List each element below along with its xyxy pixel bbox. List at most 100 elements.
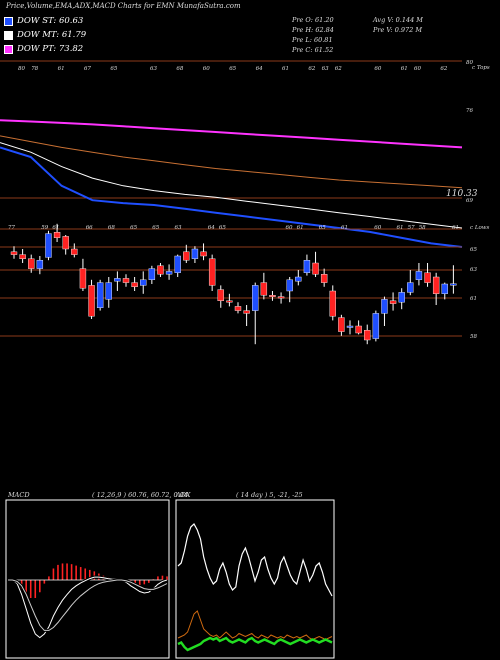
price-candle — [364, 324, 371, 345]
price-candle — [226, 293, 233, 307]
price-tick-label: 65 — [219, 225, 226, 231]
candle-body — [96, 282, 104, 309]
adx-label: ADX — [176, 491, 191, 499]
candle-body — [45, 233, 52, 258]
price-candle — [432, 272, 440, 305]
price-tick-label: 65 — [152, 225, 159, 231]
price-tick-label: 61 — [297, 225, 304, 231]
price-tick-label: 65 — [130, 225, 137, 231]
candle-body — [441, 283, 448, 295]
candle-body — [398, 292, 405, 303]
price-candle — [389, 292, 397, 311]
ema-series-line — [0, 119, 463, 149]
candle-body — [424, 272, 431, 283]
candle-body — [19, 254, 26, 260]
candle-body — [148, 268, 156, 281]
candle-body — [303, 260, 311, 274]
price-candle — [79, 258, 87, 291]
candle-body — [79, 268, 87, 289]
price-tick-label: 57 — [408, 225, 415, 231]
quote-avg-volume: Avg V: 0.144 M — [373, 16, 423, 24]
price-right-label: 63 — [470, 267, 477, 273]
ema-series-line — [0, 146, 463, 248]
price-panel-right-labels: c Lows 65 63 61 58 — [470, 225, 490, 340]
legend-label: DOW ST: 60.63 — [17, 16, 84, 26]
candle-body — [71, 248, 78, 255]
ema-tick-label: 65 — [110, 66, 117, 72]
candle-body — [131, 282, 138, 288]
ema-tick-label: 61 — [58, 66, 65, 72]
ema-panel-tick-labels: 80 78 61 67 65 63 68 60 65 64 61 62 63 62 60 61 60 62 — [18, 66, 448, 72]
candle-body — [277, 296, 285, 299]
candle-body — [36, 260, 44, 269]
price-tick-label: 61 — [397, 225, 404, 231]
candle-body — [389, 300, 397, 304]
legend-swatch-blue — [4, 16, 13, 26]
macd-line — [8, 576, 168, 639]
price-panel-candles — [10, 223, 457, 345]
candle-body — [252, 285, 259, 311]
price-tick-label: 65 — [319, 225, 326, 231]
price-candle — [381, 296, 388, 326]
ema-panel-lines — [0, 119, 463, 248]
price-candle — [71, 243, 78, 258]
candle-body — [217, 289, 224, 302]
price-candle — [105, 277, 112, 308]
candle-body — [105, 282, 112, 300]
price-right-label: 65 — [470, 247, 477, 253]
ema-tick-label: 62 — [440, 66, 447, 72]
price-candle — [28, 254, 35, 273]
candle-body — [53, 231, 61, 238]
price-candle — [53, 223, 61, 242]
candle-body — [346, 325, 354, 328]
price-candle — [157, 263, 164, 277]
price-tick-label: 68 — [108, 225, 115, 231]
candle-body — [450, 283, 457, 286]
adx-line — [177, 523, 333, 597]
price-candle — [312, 251, 319, 277]
candle-body — [165, 271, 173, 275]
legend-swatch-white — [4, 30, 13, 40]
candle-body — [208, 258, 216, 286]
adx-panel-content — [176, 521, 334, 652]
price-candle — [88, 279, 95, 319]
ema-tick-label: 63 — [150, 66, 157, 72]
ema-tick-label: 64 — [256, 66, 263, 72]
ema-tick-label: 63 — [322, 66, 329, 72]
ema-tick-label: 62 — [308, 66, 315, 72]
candle-body — [62, 236, 69, 250]
ema-tick-label: 67 — [84, 66, 91, 72]
candle-body — [10, 251, 18, 255]
price-candle — [415, 263, 423, 286]
price-candle — [269, 291, 276, 301]
ema-series-line — [0, 142, 463, 229]
legend-dow-st: DOW ST: 60.63 — [4, 16, 83, 26]
price-candle — [131, 277, 138, 291]
price-tick-label: 59 — [41, 225, 48, 231]
price-tick-label: 60 — [286, 225, 293, 231]
price-candle — [191, 246, 199, 263]
price-candle — [140, 271, 147, 294]
price-candle — [36, 256, 44, 275]
price-candle — [295, 270, 302, 286]
price-tick-label: 66 — [86, 225, 93, 231]
price-tick-label: 61 — [52, 225, 59, 231]
price-tick-label: 63 — [175, 225, 182, 231]
price-right-label: 61 — [470, 296, 477, 302]
candle-body — [174, 255, 181, 273]
quote-low: Pre L: 60.81 — [292, 36, 333, 44]
price-tick-label: 61 — [452, 225, 459, 231]
price-candle — [303, 254, 311, 276]
macd-panel-content — [8, 563, 168, 640]
candle-body — [286, 279, 293, 292]
price-candle — [252, 282, 259, 345]
legend-label: DOW PT: 73.82 — [17, 44, 84, 54]
candle-body — [415, 271, 423, 280]
price-candle — [329, 285, 336, 321]
price-candle — [114, 271, 121, 291]
legend-dow-mt: DOW MT: 61.79 — [4, 30, 86, 40]
candle-body — [432, 276, 440, 294]
candle-body — [329, 290, 336, 317]
quote-close: Pre C: 61.52 — [292, 46, 334, 54]
candle-body — [260, 282, 268, 296]
